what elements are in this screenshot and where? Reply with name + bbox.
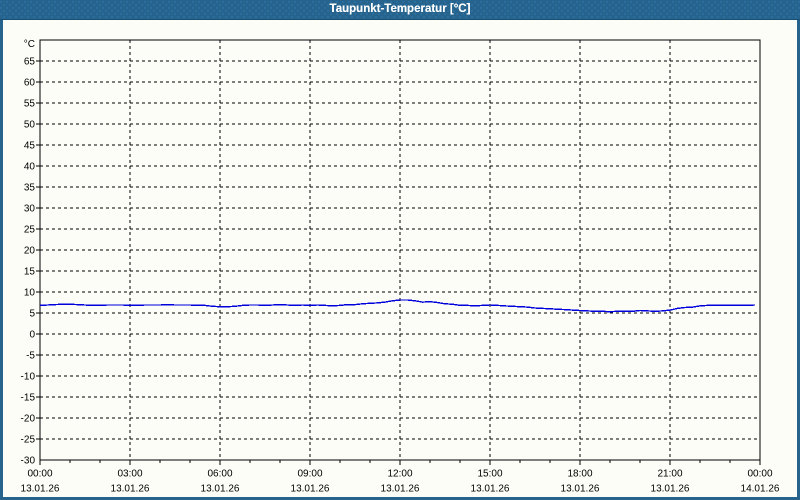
plot-frame — [39, 39, 761, 461]
x-tick-time-label: 15:00 — [477, 469, 502, 480]
y-tick-label: -10 — [21, 372, 36, 383]
x-tick-time-label: 00:00 — [747, 469, 772, 480]
y-tick-label: 45 — [24, 141, 36, 152]
x-tick-time-label: 09:00 — [297, 469, 322, 480]
y-tick-label: -5 — [26, 351, 35, 362]
chart-content-area: °C 65 60 55 50 45 40 35 30 25 20 15 10 5 0 -5 -10 -15 -20-… — [3, 20, 797, 497]
x-tick-date-label: 13.01.26 — [111, 484, 150, 495]
y-tick-label: 40 — [24, 162, 36, 173]
y-tick-label: 25 — [24, 225, 36, 236]
y-tick-label: 20 — [24, 246, 36, 257]
x-tick-date-label: 13.01.26 — [561, 484, 600, 495]
y-tick-label: 5 — [29, 309, 35, 320]
x-tick-time-label: 00:00 — [27, 469, 52, 480]
x-tick-time-label: 06:00 — [207, 469, 232, 480]
series-line — [39, 299, 755, 313]
window-titlebar: Taupunkt-Temperatur [°C] — [0, 0, 800, 20]
y-tick-label: -25 — [21, 435, 36, 446]
y-tick-label: 15 — [24, 267, 36, 278]
y-tick-label: 60 — [24, 78, 36, 89]
y-tick-label: 50 — [24, 120, 36, 131]
y-tick-label: -20 — [21, 414, 36, 425]
x-tick-time-label: 12:00 — [387, 469, 412, 480]
x-tick-date-label: 13.01.26 — [21, 484, 60, 495]
y-tick-label: 55 — [24, 99, 36, 110]
y-tick-label: 65 — [24, 57, 36, 68]
y-tick-label: 10 — [24, 288, 36, 299]
window-title: Taupunkt-Temperatur [°C] — [329, 3, 471, 15]
x-tick-date-label: 13.01.26 — [471, 484, 510, 495]
y-tick-label: 35 — [24, 183, 36, 194]
x-tick-date-label: 13.01.26 — [291, 484, 330, 495]
dewpoint-chart: °C65605550454035302520151050-5-10-15-20-… — [21, 39, 780, 495]
y-tick-label: 0 — [29, 330, 35, 341]
x-tick-date-label: 13.01.26 — [381, 484, 420, 495]
y-tick-label: -30 — [21, 456, 36, 467]
y-tick-label: -15 — [21, 393, 36, 404]
x-tick-date-label: 13.01.26 — [201, 484, 240, 495]
x-tick-time-label: 18:00 — [567, 469, 592, 480]
y-tick-label: 30 — [24, 204, 36, 215]
x-tick-date-label: 14.01.26 — [741, 484, 780, 495]
y-axis-unit-label: °C — [24, 39, 35, 50]
x-tick-time-label: 21:00 — [657, 469, 682, 480]
x-tick-date-label: 13.01.26 — [651, 484, 690, 495]
x-tick-time-label: 03:00 — [117, 469, 142, 480]
